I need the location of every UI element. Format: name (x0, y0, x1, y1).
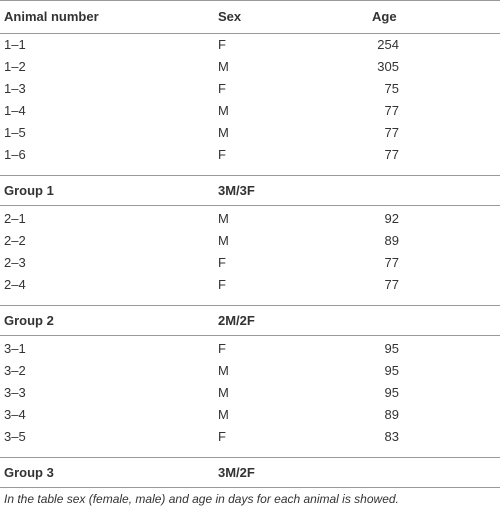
sex: F (218, 255, 226, 270)
animal-number: 2–2 (4, 233, 26, 248)
column-header: Age (372, 9, 397, 24)
sex: M (218, 125, 229, 140)
animal-number: 3–5 (4, 429, 26, 444)
animal-number: 2–1 (4, 211, 26, 226)
animal-number: 3–4 (4, 407, 26, 422)
sex: F (218, 81, 226, 96)
divider (0, 457, 500, 458)
age: 95 (384, 385, 399, 400)
age: 305 (377, 59, 399, 74)
divider (0, 33, 500, 34)
animal-number: 2–4 (4, 277, 26, 292)
age: 77 (384, 147, 399, 162)
age: 77 (384, 125, 399, 140)
animal-number: 2–3 (4, 255, 26, 270)
group-label: Group 1 (4, 183, 54, 198)
age: 89 (384, 407, 399, 422)
animal-number: 1–5 (4, 125, 26, 140)
sex: F (218, 341, 226, 356)
sex: F (218, 147, 226, 162)
age: 83 (384, 429, 399, 444)
group-label: Group 2 (4, 313, 54, 328)
animal-number: 3–1 (4, 341, 26, 356)
footnote: In the table sex (female, male) and age … (4, 492, 399, 506)
age: 75 (384, 81, 399, 96)
column-header: Animal number (4, 9, 99, 24)
age: 95 (384, 363, 399, 378)
sex: M (218, 407, 229, 422)
age: 95 (384, 341, 399, 356)
age: 89 (384, 233, 399, 248)
animal-number: 1–2 (4, 59, 26, 74)
divider (0, 205, 500, 206)
sex: M (218, 385, 229, 400)
age: 254 (377, 37, 399, 52)
divider (0, 335, 500, 336)
sex: F (218, 277, 226, 292)
sex: M (218, 103, 229, 118)
age: 77 (384, 103, 399, 118)
sex: M (218, 233, 229, 248)
divider (0, 305, 500, 306)
sex: F (218, 429, 226, 444)
divider (0, 0, 500, 1)
group-sex: 3M/3F (218, 183, 255, 198)
group-label: Group 3 (4, 465, 54, 480)
age: 77 (384, 255, 399, 270)
group-sex: 2M/2F (218, 313, 255, 328)
animal-number: 1–1 (4, 37, 26, 52)
sex: F (218, 37, 226, 52)
sex: M (218, 211, 229, 226)
sex: M (218, 363, 229, 378)
divider (0, 175, 500, 176)
divider (0, 487, 500, 488)
animal-number: 1–4 (4, 103, 26, 118)
group-sex: 3M/2F (218, 465, 255, 480)
column-header: Sex (218, 9, 242, 24)
animal-number: 3–3 (4, 385, 26, 400)
age: 92 (384, 211, 399, 226)
animal-number: 1–6 (4, 147, 26, 162)
animal-number: 1–3 (4, 81, 26, 96)
sex: M (218, 59, 229, 74)
age: 77 (384, 277, 399, 292)
animal-number: 3–2 (4, 363, 26, 378)
